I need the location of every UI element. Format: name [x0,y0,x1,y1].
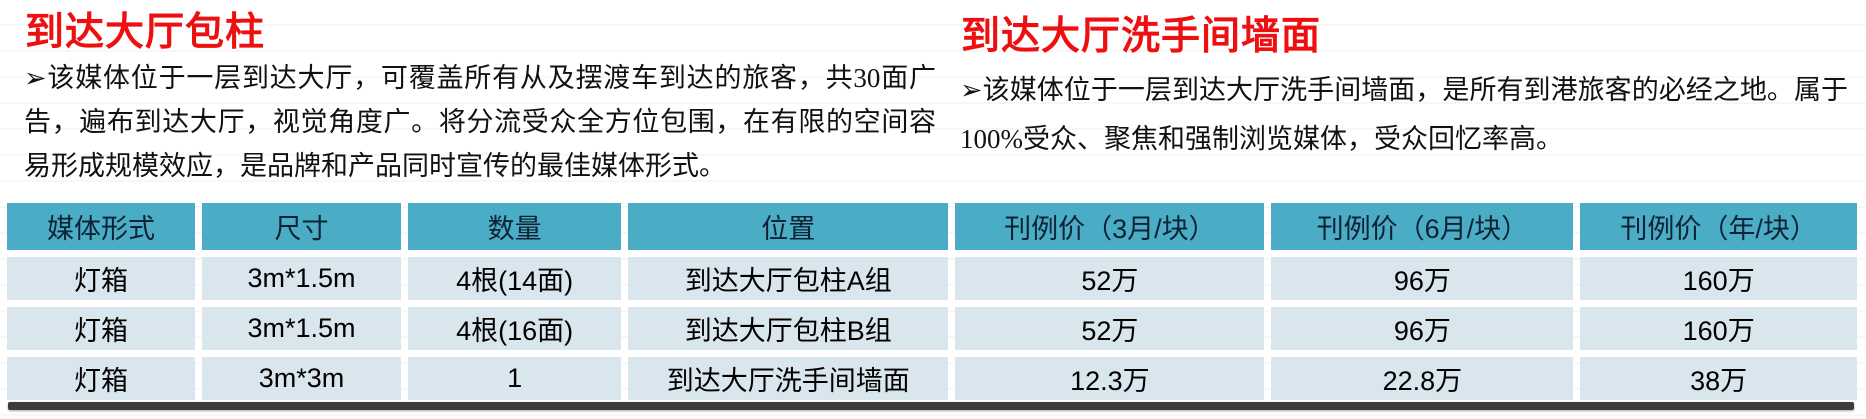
cell-location: 到达大厅洗手间墙面 [628,357,949,400]
cell-quantity: 4根(14面) [407,257,622,300]
section-paragraph-arrival-hall-pillar: ➢该媒体位于一层到达大厅，可覆盖所有从及摆渡车到达的旅客，共30面广告，遍布到达… [24,63,936,181]
cell-price-3month: 52万 [955,257,1265,300]
header-price-6month: 刊例价（6月/块） [1271,203,1574,250]
cell-price-3month: 12.3万 [955,357,1265,400]
cell-size: 3m*1.5m [202,307,401,350]
table-row: 灯箱 3m*1.5m 4根(16面) 到达大厅包柱B组 52万 96万 160万 [7,307,1857,350]
header-size: 尺寸 [202,203,401,250]
cell-location: 到达大厅包柱A组 [628,257,949,300]
header-price-year: 刊例价（年/块） [1580,203,1857,250]
section-title-arrival-hall-pillar: 到达大厅包柱 [25,11,266,54]
cell-quantity: 4根(16面) [407,307,622,350]
section-paragraph-restroom-wall: ➢该媒体位于一层到达大厅洗手间墙面，是所有到港旅客的必经之地。属于100%受众、… [960,75,1848,154]
cell-media-type: 灯箱 [7,357,196,400]
table-header-row: 媒体形式 尺寸 数量 位置 刊例价（3月/块） 刊例价（6月/块） 刊例价（年/… [7,203,1857,250]
section-title-restroom-wall: 到达大厅洗手间墙面 [961,15,1322,58]
cell-price-6month: 96万 [1271,307,1574,350]
header-quantity: 数量 [407,203,622,250]
cell-price-6month: 22.8万 [1271,357,1574,400]
cell-price-6month: 96万 [1271,257,1574,300]
cell-media-type: 灯箱 [7,307,196,350]
cell-price-3month: 52万 [955,307,1265,350]
header-media-type: 媒体形式 [7,203,196,250]
header-location: 位置 [628,203,949,250]
cell-price-year: 160万 [1580,307,1857,350]
cell-size: 3m*1.5m [202,257,401,300]
cell-media-type: 灯箱 [7,257,196,300]
header-price-3month: 刊例价（3月/块） [955,203,1265,250]
table-row: 灯箱 3m*3m 1 到达大厅洗手间墙面 12.3万 22.8万 38万 [7,357,1857,400]
cell-size: 3m*3m [202,357,401,400]
table-row: 灯箱 3m*1.5m 4根(14面) 到达大厅包柱A组 52万 96万 160万 [7,257,1857,300]
cell-price-year: 38万 [1580,357,1857,400]
bottom-divider-bar [8,402,1854,410]
media-rate-table: 媒体形式 尺寸 数量 位置 刊例价（3月/块） 刊例价（6月/块） 刊例价（年/… [0,196,1864,407]
cell-quantity: 1 [407,357,622,400]
cell-location: 到达大厅包柱B组 [628,307,949,350]
cell-price-year: 160万 [1580,257,1857,300]
